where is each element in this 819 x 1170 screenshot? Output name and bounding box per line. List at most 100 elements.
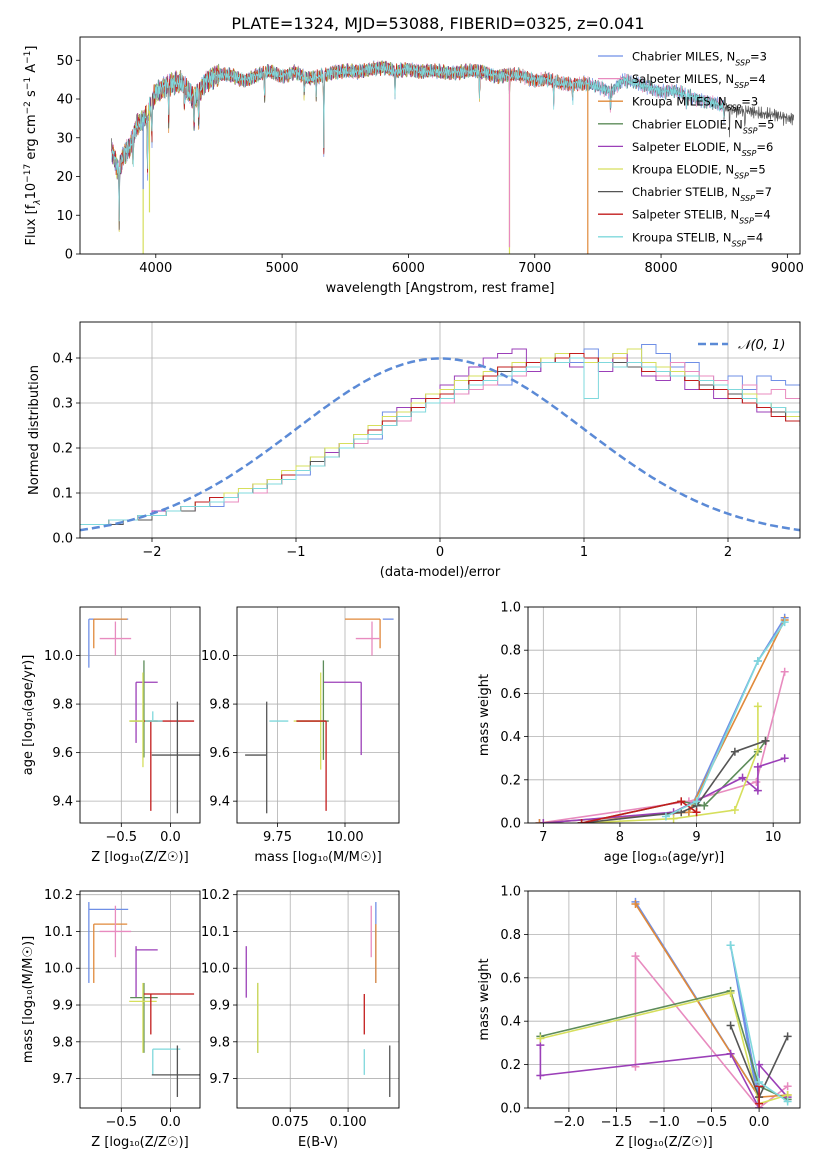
plot-area-residuals (80, 344, 800, 532)
x-tick-label: −0.5 (696, 1115, 728, 1130)
weight-marker-salpeter-elodie (726, 1049, 735, 1058)
axes-frame (236, 606, 400, 824)
legend-text-part: SSP (734, 81, 749, 90)
weight-marker-kroupa-stelib (726, 941, 735, 950)
histogram-chabrier-stelib (80, 357, 800, 525)
y-tick-label: 9.6 (209, 746, 230, 761)
legend-text-part: =4 (749, 72, 766, 86)
weight-marker-chabrier-stelib (783, 1032, 792, 1041)
y-tick-label: 9.9 (209, 999, 230, 1014)
x-tick-label: −0.5 (106, 830, 138, 845)
weight-marker-salpeter-miles (783, 1082, 792, 1091)
y-axis-label: Flux [fλ10−17 erg cm−2 s−1 A−1] (23, 46, 43, 246)
y-tick-label: 9.7 (52, 1072, 73, 1087)
weight-marker-kroupa-elodie (730, 806, 739, 815)
weight-marker-kroupa-elodie (753, 702, 762, 711)
x-tick-label: 0 (436, 545, 444, 560)
x-tick-label: 7000 (518, 261, 551, 276)
legend-label-kroupa-stelib: Kroupa STELIB, NSSP=4 (632, 230, 763, 248)
legend-text-part: =4 (746, 230, 763, 244)
weight-marker-salpeter-elodie (539, 819, 548, 823)
y-label-part: −1 (23, 77, 33, 90)
x-tick-label: 0.0 (749, 1115, 770, 1130)
y-tick-label: 10.1 (44, 925, 73, 940)
legend-label-normal: 𝒩(0, 1) (738, 338, 785, 353)
errorbar-point-salpeter-miles (355, 621, 381, 656)
legend-text-part: Kroupa ELODIE, N (632, 163, 734, 177)
y-tick-label: 10.2 (201, 888, 230, 903)
x-tick-label: 7 (539, 830, 547, 845)
x-tick-label: 0.100 (329, 1115, 366, 1130)
y-tick-label: 10.2 (44, 888, 73, 903)
y-label-part: −2 (23, 101, 33, 114)
y-axis-label: age [log₁₀(age/yr)] (21, 655, 36, 776)
axes-frame (236, 890, 400, 1109)
weight-line-kroupa-elodie (540, 992, 788, 1105)
errorbar-point-chabrier-elodie (130, 660, 158, 758)
legend-text-part: =3 (741, 95, 758, 109)
x-axis-label: (data-model)/error (380, 565, 501, 580)
axes-mass_vs_Z: −0.5 0.0 9.7 9.8 9.9 10.0 10.1 10.2 Z [log₁₀(Z/Z… (21, 888, 201, 1150)
axes-frame (79, 36, 801, 255)
axes-age_vs_Z: −0.5 0.0 9.4 9.6 9.8 10.0 Z [log₁₀(Z/Z☉)] age [… (21, 606, 201, 865)
x-tick-label: −2.0 (553, 1115, 585, 1130)
x-tick-label: 0.0 (160, 1115, 181, 1130)
legend-label-salpeter-miles: Salpeter MILES, NSSP=4 (632, 72, 766, 90)
errorbar-point-kroupa-stelib (144, 711, 163, 722)
y-label-part: ] (24, 46, 39, 51)
x-tick-label: 10.00 (326, 830, 363, 845)
axes-frame (527, 890, 801, 1109)
weight-marker-kroupa-stelib (783, 1097, 792, 1106)
x-tick-label: 4000 (139, 261, 172, 276)
x-axis-label: Z [log₁₀(Z/Z☉)] (91, 1135, 188, 1150)
errorbar-point-salpeter-elodie (135, 681, 158, 743)
weight-line-salpeter-miles (539, 671, 786, 823)
x-tick-label: 9000 (771, 261, 804, 276)
x-tick-label: −1.5 (601, 1115, 633, 1130)
weight-line-chabrier-elodie (540, 989, 788, 1101)
legend-text-part: Kroupa STELIB, N (632, 230, 732, 244)
plot-area-massweight_vs_Z (536, 897, 792, 1108)
axes-frame (527, 606, 801, 824)
y-label-part: λ (33, 199, 43, 205)
y-tick-label: 9.8 (209, 1035, 230, 1050)
weight-marker-salpeter-stelib (577, 819, 586, 823)
errorbar-point-salpeter-miles (99, 905, 132, 958)
x-tick-label: 0.075 (272, 1115, 309, 1130)
weight-marker-salpeter-stelib (677, 797, 686, 806)
errorbar-point-chabrier-stelib (245, 701, 268, 814)
x-tick-label: 6000 (392, 261, 425, 276)
y-tick-label: 10.0 (201, 962, 230, 977)
weight-marker-kroupa-miles (631, 900, 640, 909)
weight-marker-salpeter-stelib (692, 808, 701, 817)
errorbar-point-kroupa-stelib (152, 1048, 181, 1075)
weight-marker-salpeter-miles (752, 777, 761, 786)
histogram-kroupa-elodie (80, 348, 800, 525)
y-tick-label: 0.8 (500, 644, 521, 659)
legend-text-part: =5 (749, 163, 766, 177)
plot-area-age_vs_mass (245, 618, 394, 814)
y-label-part: 10 (24, 183, 39, 200)
errorbar-point-salpeter-stelib (143, 720, 195, 811)
weight-marker-kroupa-stelib (753, 657, 762, 665)
weight-marker-salpeter-elodie (753, 786, 762, 795)
legend-label-salpeter-elodie: Salpeter ELODIE, NSSP=6 (632, 140, 773, 158)
legend-label-chabrier-elodie: Chabrier ELODIE, NSSP=5 (632, 117, 774, 135)
x-tick-label: 9 (692, 830, 700, 845)
y-tick-label: 30 (56, 131, 73, 146)
x-tick-label: 5000 (266, 261, 299, 276)
x-tick-label: −0.5 (106, 1115, 138, 1130)
axes-massweight_vs_Z: −2.0 −1.5 −1.0 −0.5 0.0 0.0 0.2 0.4 0.6 0.8 1.0 Z [… (477, 885, 801, 1150)
y-tick-label: 50 (56, 54, 73, 69)
errorbar-point-salpeter-miles (99, 621, 132, 656)
legend-label-salpeter-stelib: Salpeter STELIB, NSSP=4 (632, 208, 771, 226)
y-label-part: erg cm (24, 114, 39, 163)
legend-label-kroupa-elodie: Kroupa ELODIE, NSSP=5 (632, 163, 766, 181)
errorbar-point-kroupa-miles (345, 618, 381, 649)
weight-marker-salpeter-miles (631, 952, 640, 961)
y-tick-label: 1.0 (500, 885, 521, 900)
normal-curve (80, 357, 800, 532)
y-tick-label: 9.4 (209, 795, 230, 810)
y-label-part: −1 (23, 51, 33, 64)
